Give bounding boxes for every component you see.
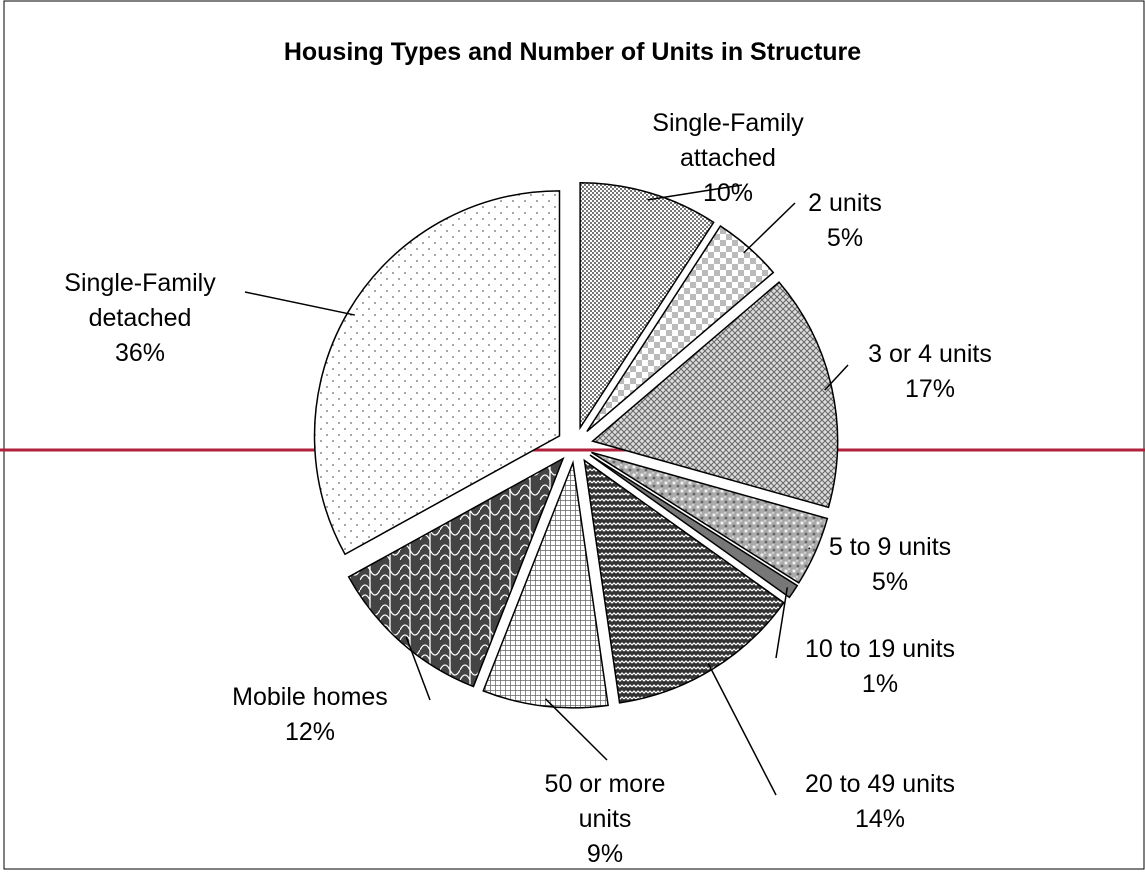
- leader-line: [545, 698, 608, 761]
- value-label: 5%: [826, 224, 864, 252]
- slice-label: 10 to 19 units 1%: [780, 632, 980, 702]
- category-label: 50 or more units: [544, 770, 666, 833]
- pie-slice: [589, 454, 799, 599]
- value-label: 17%: [904, 375, 956, 403]
- leader-line: [647, 184, 743, 201]
- leader-line: [775, 587, 789, 659]
- category-label: 3 or 4 units: [868, 340, 992, 368]
- leader-line: [244, 291, 355, 316]
- leader-line: [824, 364, 849, 391]
- leader-line: [743, 202, 796, 254]
- pie-slice: [313, 190, 561, 556]
- category-label: 5 to 9 units: [828, 533, 952, 561]
- category-label: Single-Family attached: [652, 109, 804, 172]
- value-label: 36%: [114, 339, 166, 367]
- value-label: 14%: [854, 805, 906, 833]
- pie-slice: [482, 459, 609, 709]
- value-label: 5%: [871, 568, 909, 596]
- category-label: 2 units: [808, 189, 882, 217]
- leader-line: [405, 636, 431, 701]
- slice-label: 20 to 49 units 14%: [780, 767, 980, 837]
- pie-slice: [579, 181, 715, 431]
- slice-label: 50 or more units 9%: [530, 767, 680, 872]
- slice-label: Single-Family detached 36%: [30, 266, 250, 371]
- leader-line: [707, 662, 777, 796]
- category-label: Mobile homes: [232, 683, 388, 711]
- slice-label: 3 or 4 units 17%: [845, 337, 1015, 407]
- value-label: 1%: [861, 670, 899, 698]
- slice-label: 5 to 9 units 5%: [805, 530, 975, 600]
- pie-slice: [347, 456, 565, 688]
- category-label: 10 to 19 units: [804, 635, 956, 663]
- slice-label: 2 units 5%: [780, 186, 910, 256]
- leader-line: [808, 547, 811, 550]
- value-label: 12%: [284, 718, 336, 746]
- category-label: 20 to 49 units: [804, 770, 956, 798]
- pie-slice: [591, 451, 829, 584]
- value-label: 9%: [586, 840, 624, 868]
- category-label: Single-Family detached: [64, 269, 216, 332]
- chart-title: Housing Types and Number of Units in Str…: [283, 38, 862, 66]
- value-label: 10%: [702, 179, 754, 207]
- frame: [3, 0, 1145, 870]
- slice-label: Single-Family attached 10%: [623, 106, 833, 211]
- pie-slice: [591, 281, 839, 509]
- slice-label: Mobile homes 12%: [200, 680, 420, 750]
